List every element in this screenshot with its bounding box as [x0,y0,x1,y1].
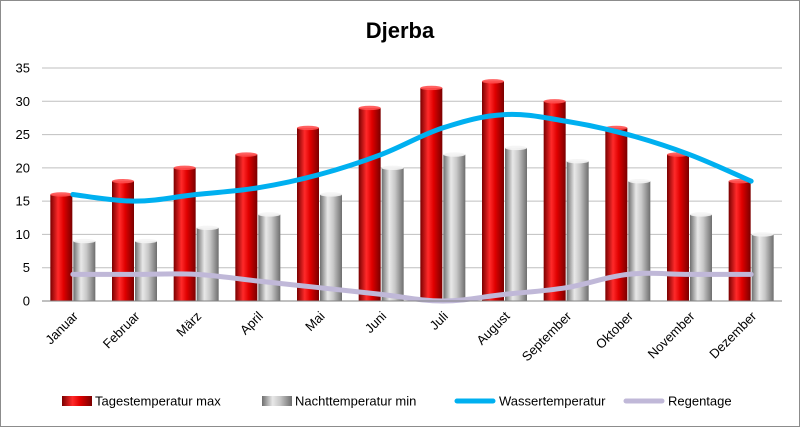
bar-cap [751,232,774,237]
bar-max-temp [50,194,73,301]
bar-min-temp [320,194,342,301]
y-tick-label: 10 [16,227,30,242]
legend-swatch [262,396,292,406]
bars-layer [50,79,774,302]
bar-cap [297,125,319,131]
legend-label: Regentage [668,394,732,409]
y-tick-label: 25 [16,127,30,142]
bar-cap [566,159,589,164]
bar-min-temp [381,167,404,301]
bar-max-temp [482,81,504,301]
bar-max-temp [420,87,443,301]
bar-min-temp [751,234,774,301]
bar-cap [135,238,157,244]
bar-cap [690,212,712,217]
y-tick-label: 5 [23,260,30,275]
bar-max-temp [605,127,628,302]
bar-max-temp [543,101,566,302]
x-tick-label: Januar [42,308,81,347]
bar-cap [50,192,73,197]
legend-label: Nachttemperatur min [295,394,416,409]
bar-cap [543,99,566,104]
bar-min-temp [690,214,712,301]
x-tick-label: Oktober [593,308,637,352]
bar-min-temp [628,181,651,301]
x-tick-label: April [237,308,266,337]
x-tick-label: Februar [100,308,143,351]
line-rain-days [70,270,754,304]
x-tick-label: Mai [302,308,327,333]
bar-cap [235,152,258,157]
bar-cap [258,212,281,217]
bar-cap [482,79,504,84]
line-water-temp [70,111,754,204]
x-tick-label: Juli [427,308,451,332]
y-tick-label: 30 [16,94,30,109]
bar-max-temp [297,127,319,302]
bar-max-temp [667,154,689,301]
bar-cap [173,165,196,171]
bar-min-temp [73,241,96,301]
x-tick-label: November [645,308,698,361]
bar-cap [112,178,134,184]
y-tick-label: 20 [16,160,30,175]
bar-min-temp [258,214,281,301]
legend: Tagestemperatur max Nachttemperatur min Wa… [62,394,732,409]
legend-label: Tagestemperatur max [95,394,221,409]
chart-title: Djerba [366,18,435,43]
y-tick-label: 35 [16,61,30,76]
bar-min-temp [196,227,219,301]
bar-cap [628,178,651,184]
legend-swatch [62,396,92,406]
bar-cap [358,105,381,111]
bar-min-temp [505,147,527,301]
bar-cap [381,165,404,171]
bar-max-temp [728,181,751,301]
bar-min-temp [566,161,589,301]
bar-cap [505,145,527,151]
x-tick-label: September [519,308,575,364]
y-tick-label: 15 [16,194,30,209]
bar-cap [320,192,342,197]
bar-cap [443,152,466,157]
bar-cap [420,85,443,91]
bar-cap [196,225,219,230]
x-tick-label: März [173,309,204,340]
bar-min-temp [135,241,157,301]
bar-min-temp [443,154,466,301]
x-tick-label: Dezember [706,308,759,361]
y-tick-label: 0 [23,294,30,309]
bar-max-temp [112,181,134,301]
bar-cap [73,238,96,244]
legend-label: Wassertemperatur [499,394,606,409]
lines-layer [70,111,754,304]
bar-max-temp [358,107,381,301]
bar-max-temp [173,167,196,301]
x-tick-label: Juni [362,308,390,336]
x-tick-label: August [473,308,512,347]
